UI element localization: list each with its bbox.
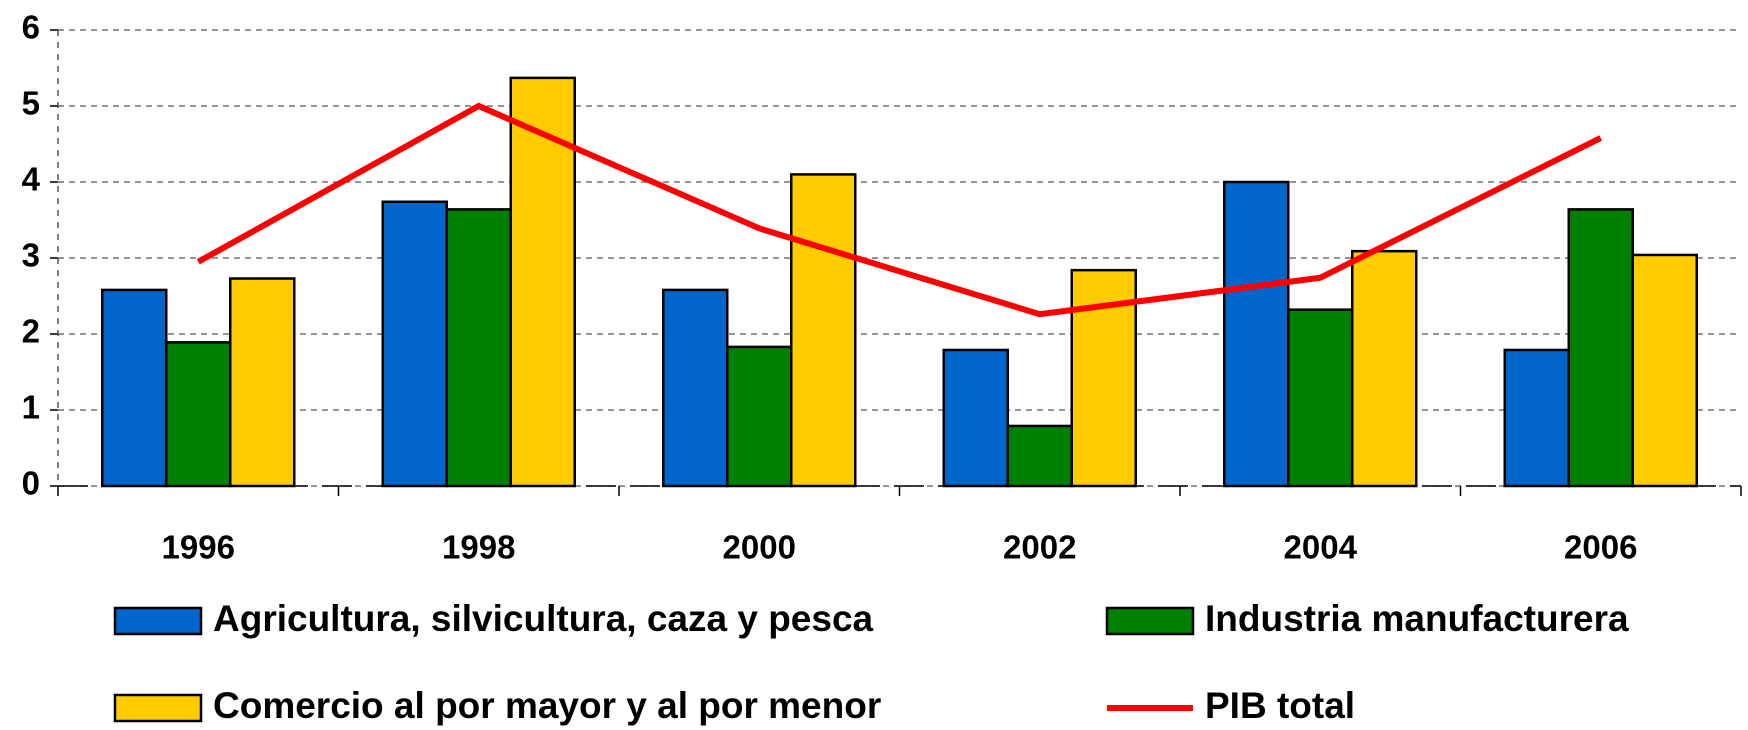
y-tick-label: 1: [22, 389, 40, 426]
y-tick-label: 2: [22, 313, 40, 350]
bar: [1223, 180, 1290, 488]
bar: [1006, 424, 1073, 488]
line: [196, 102, 1603, 318]
bar: [509, 76, 576, 488]
bar: [662, 288, 729, 488]
y-tick-label: 0: [22, 465, 40, 502]
bar: [1631, 253, 1698, 488]
x-tick-label: 1996: [162, 529, 235, 566]
y-tick-label: 5: [22, 85, 40, 122]
x-tick-label: 1998: [442, 529, 515, 566]
bar: [165, 341, 232, 488]
bar: [1567, 208, 1634, 488]
bar: [726, 345, 793, 488]
legend-swatch: [113, 606, 203, 636]
legend-label: Comercio al por mayor y al por menor: [213, 685, 881, 726]
legend-swatch: [1105, 606, 1195, 636]
bar: [790, 173, 857, 488]
bar: [381, 200, 448, 488]
bar: [942, 348, 1009, 488]
y-tick-label: 4: [22, 161, 41, 198]
y-tick-label: 3: [22, 237, 40, 274]
y-tick-label: 6: [22, 9, 40, 46]
x-tick-label: 2002: [1003, 529, 1076, 566]
bar: [101, 288, 168, 488]
legend-label: Industria manufacturera: [1205, 598, 1629, 639]
x-tick-label: 2000: [723, 529, 796, 566]
bar: [1287, 308, 1354, 488]
bar: [229, 277, 296, 488]
x-tick-label: 2004: [1284, 529, 1358, 566]
bar: [445, 208, 512, 488]
legend-label: PIB total: [1205, 685, 1355, 726]
legend-swatch: [113, 693, 203, 723]
legend-label: Agricultura, silvicultura, caza y pesca: [213, 598, 874, 639]
bar: [1351, 249, 1418, 488]
x-tick-label: 2006: [1564, 529, 1637, 566]
bar: [1503, 348, 1570, 488]
